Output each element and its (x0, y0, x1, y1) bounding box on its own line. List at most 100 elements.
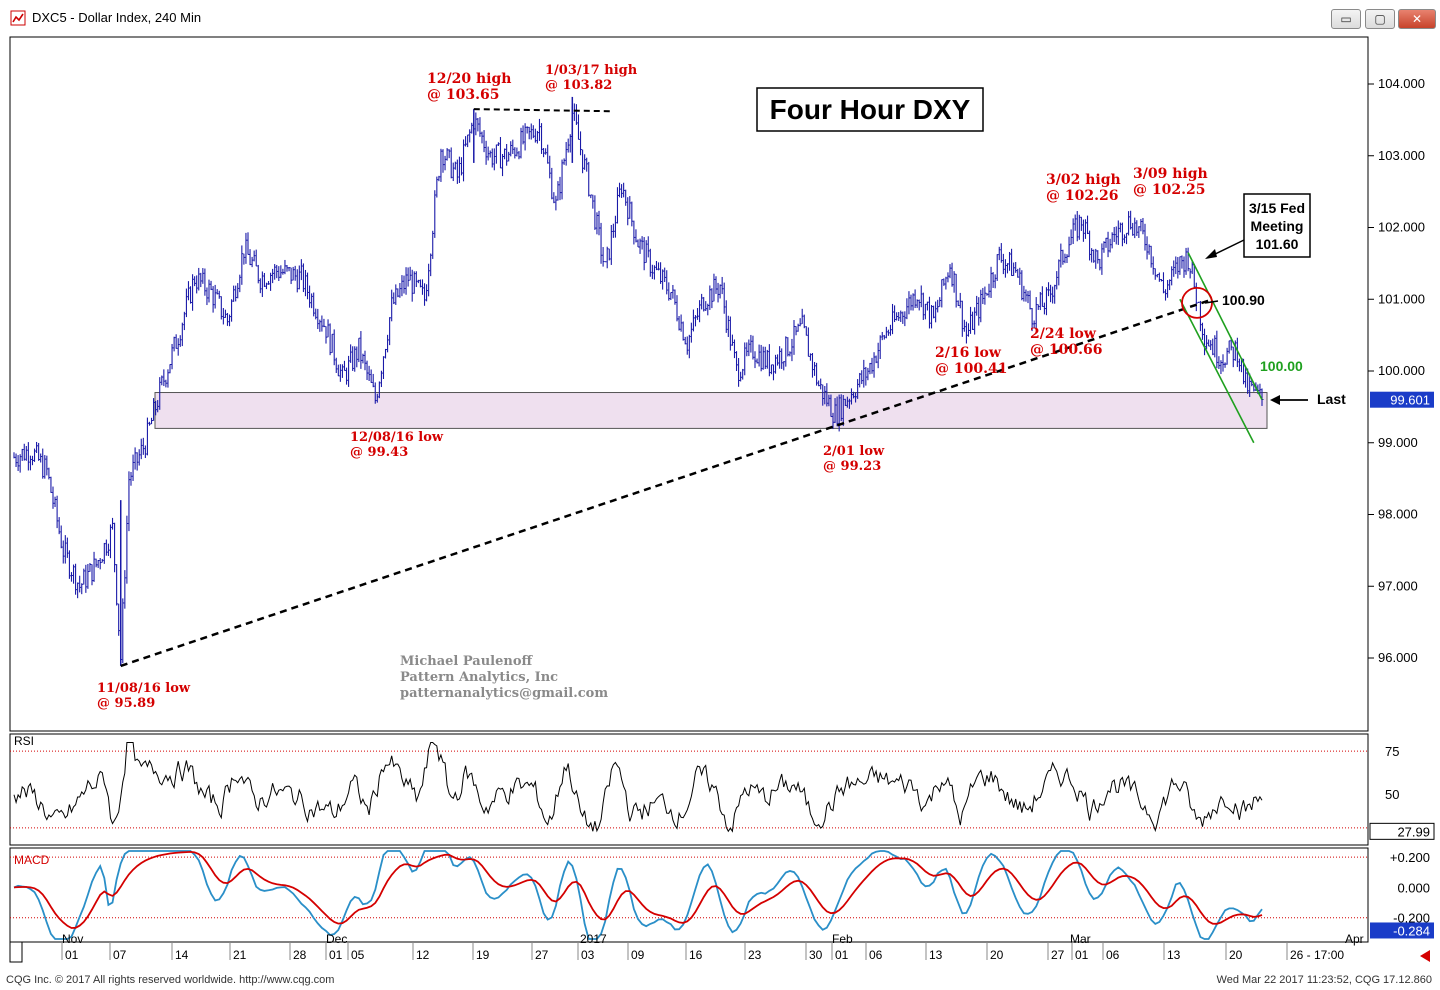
x-axis-day: 21 (233, 948, 247, 962)
watermark-text: patternanalytics@gmail.com (400, 686, 608, 701)
annotation-label: @ 100.66 (1030, 342, 1102, 358)
watermark-text: Pattern Analytics, Inc (400, 670, 558, 685)
x-axis-day: 05 (351, 948, 365, 962)
x-axis-month: 2017 (580, 932, 607, 946)
x-axis-day: 01 (1075, 948, 1089, 962)
annotation-label: 11/08/16 low (97, 681, 191, 696)
x-axis-day: 20 (990, 948, 1004, 962)
annotation-label: @ 103.65 (427, 87, 499, 103)
rsi-last-label: 27.99 (1397, 824, 1430, 839)
x-axis-day: 26 - 17:00 (1290, 948, 1344, 962)
annotation-label: @ 95.89 (97, 696, 155, 711)
x-axis-day: 01 (329, 948, 343, 962)
macd-line (13, 850, 1263, 940)
x-axis-day: 12 (416, 948, 430, 962)
x-axis-month: Dec (326, 932, 347, 946)
rsi-last-box (1369, 822, 1435, 840)
restore-button[interactable]: ▢ (1365, 9, 1395, 29)
x-axis-day: 01 (65, 948, 79, 962)
chart-title-box (756, 87, 984, 132)
scroll-right-arrow-icon[interactable] (1420, 950, 1430, 962)
annotation-label: 2/16 low (935, 345, 1002, 361)
app-icon (10, 10, 26, 26)
price-axis-label: 104.000 (1378, 76, 1425, 91)
x-axis-day: 27 (1051, 948, 1065, 962)
annotation-label: 12/08/16 low (350, 430, 444, 445)
last-value-box (1370, 391, 1434, 408)
scroll-left-button[interactable] (9, 941, 23, 963)
fed-callout-text: 101.60 (1256, 236, 1299, 252)
watermark-text: Michael Paulenoff (400, 654, 533, 669)
annotation-label: @ 102.25 (1133, 182, 1205, 198)
macd-title: MACD (14, 853, 50, 867)
close-button[interactable]: ✕ (1398, 9, 1436, 29)
price-axis-label: 103.000 (1378, 148, 1425, 163)
channel-upper (1187, 252, 1263, 401)
x-axis-day: 14 (175, 948, 189, 962)
x-axis-day: 16 (689, 948, 703, 962)
price-series (13, 96, 1264, 666)
support-zone (154, 392, 1268, 429)
chart-title: Four Hour DXY (770, 94, 971, 125)
copyright-text: CQG Inc. © 2017 All rights reserved worl… (6, 974, 335, 986)
rsi-axis-label: 50 (1385, 787, 1399, 802)
level-label-10000: 100.00 (1260, 358, 1303, 374)
fed-callout-box (1243, 193, 1311, 258)
x-axis-month: Mar (1070, 932, 1091, 946)
x-axis-month: Nov (62, 932, 83, 946)
level-arrow (1204, 300, 1219, 304)
annotation-label: 2/24 low (1030, 326, 1097, 342)
level-label-10090: 100.90 (1222, 292, 1265, 308)
macd-last-box (1370, 922, 1434, 939)
last-value-label: 99.601 (1390, 393, 1430, 408)
last-label: Last (1317, 391, 1346, 407)
price-axis-label: 99.000 (1378, 435, 1418, 450)
last-arrowhead (1270, 395, 1280, 405)
fed-arrowhead (1205, 249, 1217, 259)
annotation-label: 1/03/17 high (545, 63, 638, 78)
annotation-label: @ 99.23 (823, 459, 881, 474)
x-axis-day: 19 (476, 948, 490, 962)
x-axis-day: 23 (748, 948, 762, 962)
annotation-label: @ 100.41 (935, 361, 1007, 377)
x-axis-day: 13 (1167, 948, 1181, 962)
price-axis-label: 96.000 (1378, 650, 1418, 665)
annotation-label: 3/02 high (1046, 172, 1121, 188)
status-footer: CQG Inc. © 2017 All rights reserved worl… (0, 970, 1440, 990)
annotation-label: 2/01 low (823, 444, 885, 459)
minimize-button[interactable]: ▭ (1331, 9, 1361, 29)
price-axis-label: 97.000 (1378, 578, 1418, 593)
price-axis-label: 100.000 (1378, 363, 1425, 378)
rsi-panel-frame (9, 733, 1369, 846)
annotation-label: @ 103.82 (545, 78, 612, 93)
annotation-label: 3/09 high (1133, 166, 1208, 182)
x-axis-day: 20 (1229, 948, 1243, 962)
rsi-line (13, 742, 1263, 833)
timestamp-text: Wed Mar 22 2017 11:23:52, CQG 17.12.860 (1216, 974, 1432, 986)
macd-axis-label: 0.000 (1397, 880, 1430, 895)
breakdown-circle (1181, 286, 1213, 319)
x-axis-day: 06 (869, 948, 883, 962)
window-title: DXC5 - Dollar Index, 240 Min (32, 10, 202, 25)
macd-last-label: -0.284 (1393, 923, 1430, 938)
annotation-label: 12/20 high (427, 71, 511, 87)
x-axis-day: 09 (631, 948, 645, 962)
fed-callout-text: Meeting (1251, 218, 1304, 234)
double-top-line (473, 108, 614, 113)
x-axis-day: 13 (929, 948, 943, 962)
x-axis-day: 01 (835, 948, 849, 962)
price-axis-label: 102.000 (1378, 220, 1425, 235)
chart-area[interactable]: 104.000 103.000 102.000 101.000 100.000 99.00… (0, 0, 1440, 970)
x-axis-day: 03 (581, 948, 595, 962)
annotation-label: @ 102.26 (1046, 188, 1118, 204)
price-axis-label: 98.000 (1378, 507, 1418, 522)
x-axis-day: 27 (535, 948, 549, 962)
price-axis-label: 101.000 (1378, 291, 1425, 306)
x-axis-month: Feb (832, 932, 853, 946)
fed-callout-text: 3/15 Fed (1249, 200, 1305, 216)
channel-lower (1179, 298, 1255, 444)
macd-panel-frame (9, 847, 1369, 943)
macd-axis-label: +0.200 (1390, 850, 1430, 865)
window-titlebar: DXC5 - Dollar Index, 240 Min ▭ ▢ ✕ (0, 0, 1440, 34)
price-panel-frame (9, 36, 1369, 732)
